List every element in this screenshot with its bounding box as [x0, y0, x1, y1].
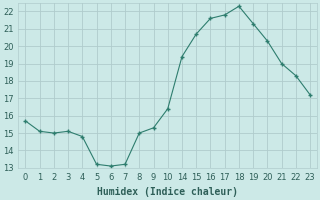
X-axis label: Humidex (Indice chaleur): Humidex (Indice chaleur) [97, 187, 238, 197]
